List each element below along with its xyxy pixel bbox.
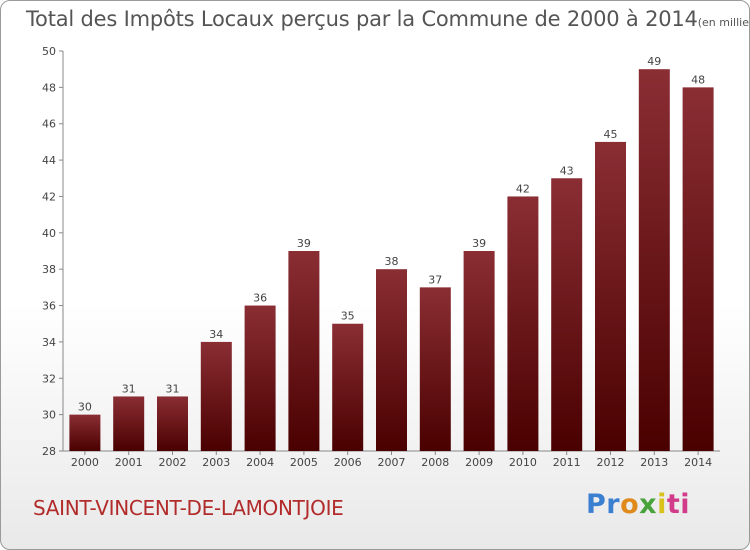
data-label-2005: 39 xyxy=(297,237,311,250)
chart-title: Total des Impôts Locaux perçus par la Co… xyxy=(26,7,749,31)
bar-2001 xyxy=(113,396,145,451)
data-label-2012: 45 xyxy=(604,128,618,141)
logo-part: o xyxy=(620,489,640,520)
bar-2009 xyxy=(463,251,495,451)
logo-part: ti xyxy=(666,489,691,520)
x-tick-label-2005: 2005 xyxy=(290,456,318,469)
y-tick-label: 28 xyxy=(42,445,56,458)
x-tick-label-2007: 2007 xyxy=(378,456,406,469)
bar-2013 xyxy=(638,69,670,451)
x-tick-label-2010: 2010 xyxy=(509,456,537,469)
y-tick-label: 40 xyxy=(42,227,56,240)
x-tick-label-2014: 2014 xyxy=(684,456,712,469)
bar-2005 xyxy=(288,251,320,451)
proxiti-logo[interactable]: Proxiti xyxy=(586,489,690,520)
bar-2003 xyxy=(200,341,232,451)
data-label-2008: 37 xyxy=(428,273,442,286)
x-tick-label-2004: 2004 xyxy=(246,456,274,469)
y-tick-label: 42 xyxy=(42,190,56,203)
data-label-2001: 31 xyxy=(122,382,136,395)
bar-2002 xyxy=(157,396,188,451)
bar-2011 xyxy=(551,178,583,452)
y-tick-label: 36 xyxy=(42,300,56,313)
bar-2004 xyxy=(244,305,276,451)
commune-name: SAINT-VINCENT-DE-LAMONTJOIE xyxy=(33,496,344,520)
data-label-2009: 39 xyxy=(472,237,486,250)
data-label-2013: 49 xyxy=(647,55,661,68)
y-tick-label: 34 xyxy=(42,336,56,349)
logo-part: i xyxy=(657,489,667,520)
y-tick-label: 48 xyxy=(42,81,56,94)
y-tick-label: 32 xyxy=(42,372,56,385)
x-tick-label-2012: 2012 xyxy=(597,456,625,469)
x-tick-label-2009: 2009 xyxy=(465,456,493,469)
chart-subtitle: (en milliers d'€) xyxy=(697,16,749,29)
y-tick-label: 46 xyxy=(42,118,56,131)
data-label-2000: 30 xyxy=(78,401,92,414)
y-tick-label: 30 xyxy=(42,409,56,422)
bar-2006 xyxy=(332,323,364,451)
x-tick-label-2006: 2006 xyxy=(334,456,362,469)
bar-2014 xyxy=(682,87,714,451)
logo-part: x xyxy=(639,489,658,520)
bar-2008 xyxy=(419,287,451,451)
x-tick-label-2000: 2000 xyxy=(71,456,99,469)
data-label-2002: 31 xyxy=(166,382,180,395)
data-label-2004: 36 xyxy=(253,292,267,305)
data-label-2003: 34 xyxy=(209,328,223,341)
data-label-2007: 38 xyxy=(385,255,399,268)
x-tick-label-2011: 2011 xyxy=(553,456,581,469)
bar-2000 xyxy=(69,414,101,451)
bar-2007 xyxy=(376,269,407,451)
bar-2012 xyxy=(595,141,626,451)
x-tick-label-2003: 2003 xyxy=(202,456,230,469)
x-tick-label-2008: 2008 xyxy=(421,456,449,469)
y-tick-label: 38 xyxy=(42,263,56,276)
x-tick-label-2013: 2013 xyxy=(640,456,668,469)
data-label-2010: 42 xyxy=(516,182,530,195)
logo-part: Pr xyxy=(586,489,621,520)
bar-2010 xyxy=(507,196,539,451)
x-tick-label-2001: 2001 xyxy=(115,456,143,469)
data-label-2006: 35 xyxy=(341,310,355,323)
data-label-2014: 48 xyxy=(691,73,705,86)
y-tick-label: 50 xyxy=(42,45,56,58)
y-tick-label: 44 xyxy=(42,154,56,167)
x-tick-label-2002: 2002 xyxy=(159,456,187,469)
data-label-2011: 43 xyxy=(560,164,574,177)
